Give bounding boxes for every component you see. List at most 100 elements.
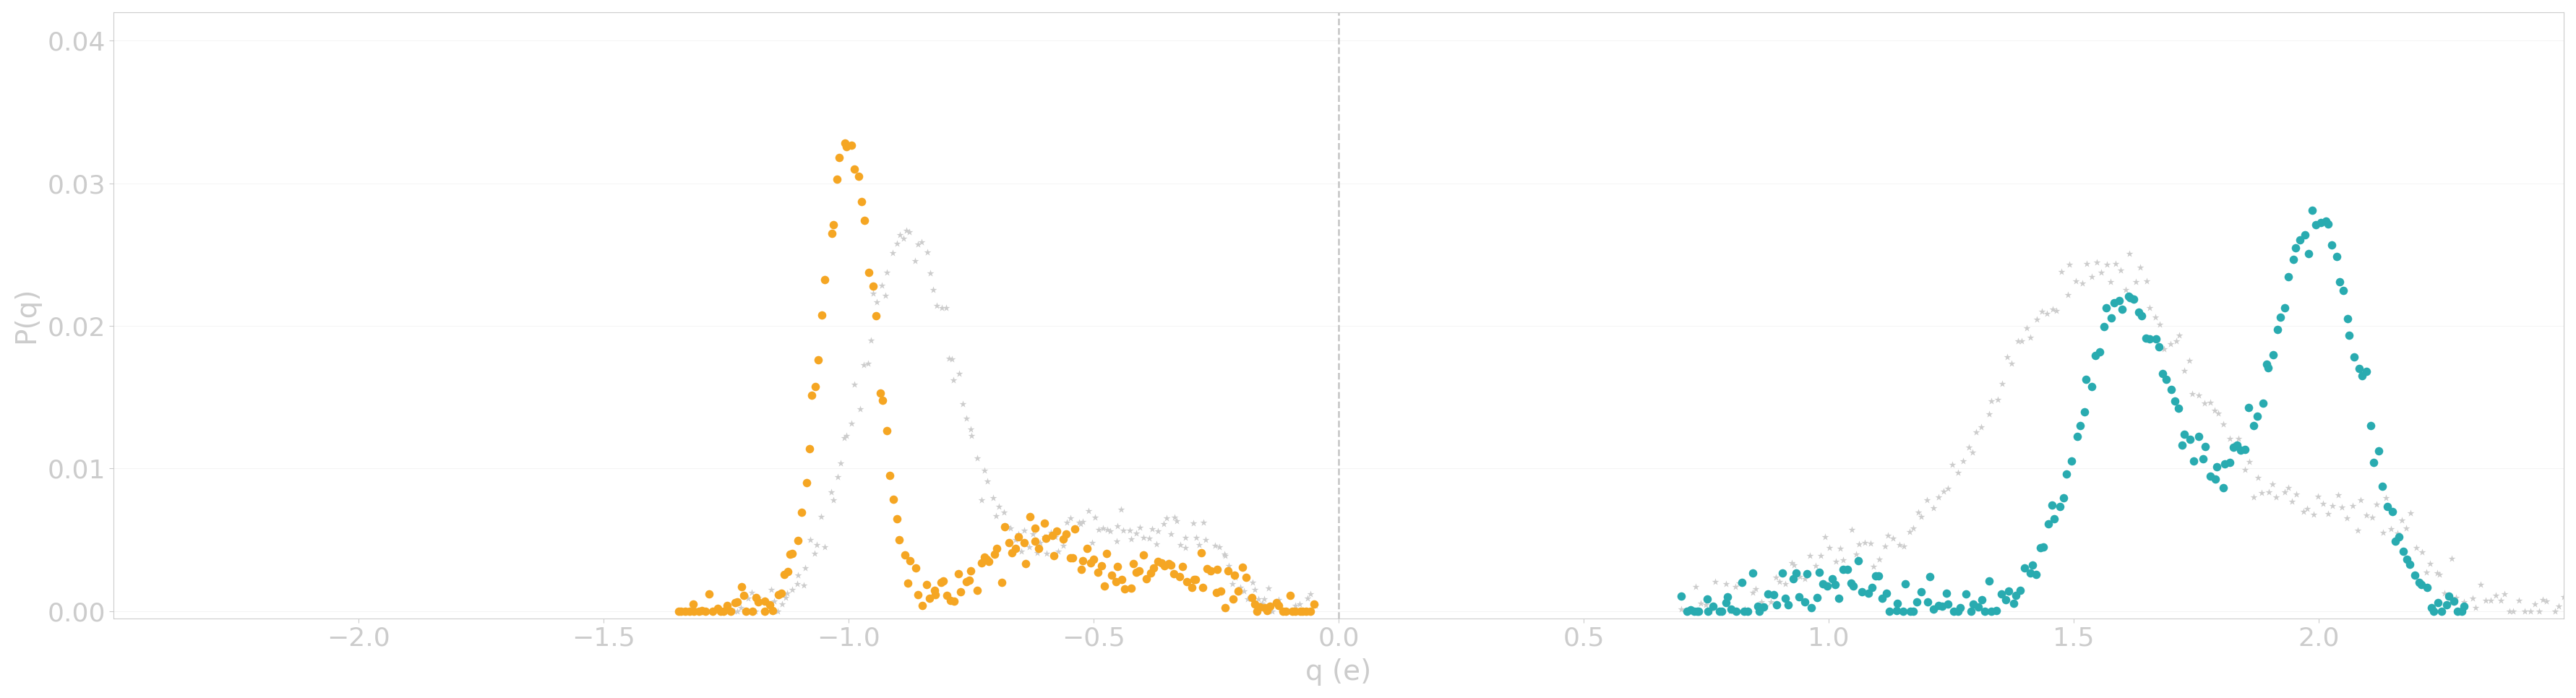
Point xyxy=(2342,370,2383,381)
Point xyxy=(1033,530,1074,541)
Point xyxy=(917,300,958,311)
Point xyxy=(2087,302,2128,313)
Point xyxy=(2045,468,2087,480)
Point xyxy=(984,507,1025,518)
Point xyxy=(1159,571,1200,582)
Point xyxy=(2138,341,2179,352)
Point xyxy=(2056,276,2097,287)
Point xyxy=(866,267,907,279)
Point xyxy=(1945,588,1986,600)
Point xyxy=(933,374,974,385)
Point xyxy=(762,599,804,610)
Point xyxy=(1968,408,2009,419)
Point xyxy=(2455,602,2496,613)
Point xyxy=(1728,606,1770,617)
Point xyxy=(2081,267,2123,279)
Point xyxy=(2398,577,2439,588)
Point xyxy=(1010,511,1051,522)
Point xyxy=(1082,523,1123,534)
Point xyxy=(775,579,817,590)
Point xyxy=(2285,503,2326,514)
Point xyxy=(2202,482,2244,493)
Point xyxy=(1757,600,1798,611)
Point xyxy=(2223,444,2264,455)
Point xyxy=(961,558,1002,569)
Point xyxy=(1754,572,1795,583)
Point xyxy=(1072,554,1113,565)
Point xyxy=(1244,593,1285,604)
Point xyxy=(1700,606,1741,617)
Point xyxy=(762,569,804,580)
Point xyxy=(2182,453,2223,464)
Point xyxy=(1806,580,1847,591)
Point xyxy=(1069,557,1110,568)
Point xyxy=(734,606,775,617)
Point xyxy=(992,547,1033,558)
Point xyxy=(811,487,853,498)
Point xyxy=(1231,577,1273,588)
Point xyxy=(1218,586,1260,597)
Point xyxy=(2208,456,2249,468)
Point xyxy=(1736,600,1777,611)
Point xyxy=(1811,573,1852,584)
Point xyxy=(2169,433,2210,445)
Point xyxy=(1868,530,1909,541)
Point xyxy=(1203,549,1244,560)
Point xyxy=(2141,319,2182,330)
Point xyxy=(1275,600,1316,611)
Point xyxy=(2434,592,2476,603)
Point xyxy=(744,595,786,607)
Point xyxy=(1005,525,1046,536)
Point xyxy=(801,512,842,523)
Point xyxy=(2427,599,2468,610)
Point xyxy=(2452,593,2494,604)
Point xyxy=(2048,259,2089,270)
Point xyxy=(1950,606,1991,617)
Point xyxy=(1087,524,1128,535)
Point xyxy=(2002,336,2043,347)
Point xyxy=(1662,604,1703,615)
Point xyxy=(1206,550,1247,561)
Point xyxy=(1795,592,1837,603)
Point xyxy=(1749,596,1790,607)
Point xyxy=(1231,593,1273,604)
Point xyxy=(1247,583,1288,594)
Point xyxy=(1662,591,1703,602)
Point xyxy=(2202,419,2244,430)
Point xyxy=(1054,523,1095,534)
Point xyxy=(1154,512,1195,523)
Point xyxy=(2300,217,2342,228)
Point xyxy=(1692,601,1734,612)
Point xyxy=(1108,525,1149,536)
Point xyxy=(1054,553,1095,564)
Point xyxy=(1139,556,1180,567)
Point xyxy=(2432,554,2473,565)
Point xyxy=(1759,576,1801,587)
Point xyxy=(1674,581,1716,593)
Point xyxy=(863,394,904,406)
Point xyxy=(933,595,974,607)
Point xyxy=(2094,297,2136,309)
Point xyxy=(2040,501,2081,512)
Point xyxy=(922,302,963,313)
Point xyxy=(2504,606,2545,617)
Point xyxy=(2411,602,2452,614)
Point xyxy=(1283,606,1324,617)
Point xyxy=(1084,581,1126,592)
Point xyxy=(2136,312,2177,323)
Point xyxy=(835,378,876,389)
Point xyxy=(2174,455,2215,466)
Point xyxy=(920,577,961,588)
Point xyxy=(1672,606,1713,617)
Point xyxy=(1937,606,1978,617)
Point xyxy=(2040,266,2081,277)
Point xyxy=(1195,587,1236,598)
Point xyxy=(1927,598,1968,609)
Point xyxy=(2009,567,2050,579)
Point xyxy=(987,521,1028,533)
Point xyxy=(665,606,706,617)
Point xyxy=(1723,606,1765,617)
Point xyxy=(2110,292,2151,303)
Point xyxy=(2022,306,2063,318)
Point xyxy=(1288,593,1329,604)
